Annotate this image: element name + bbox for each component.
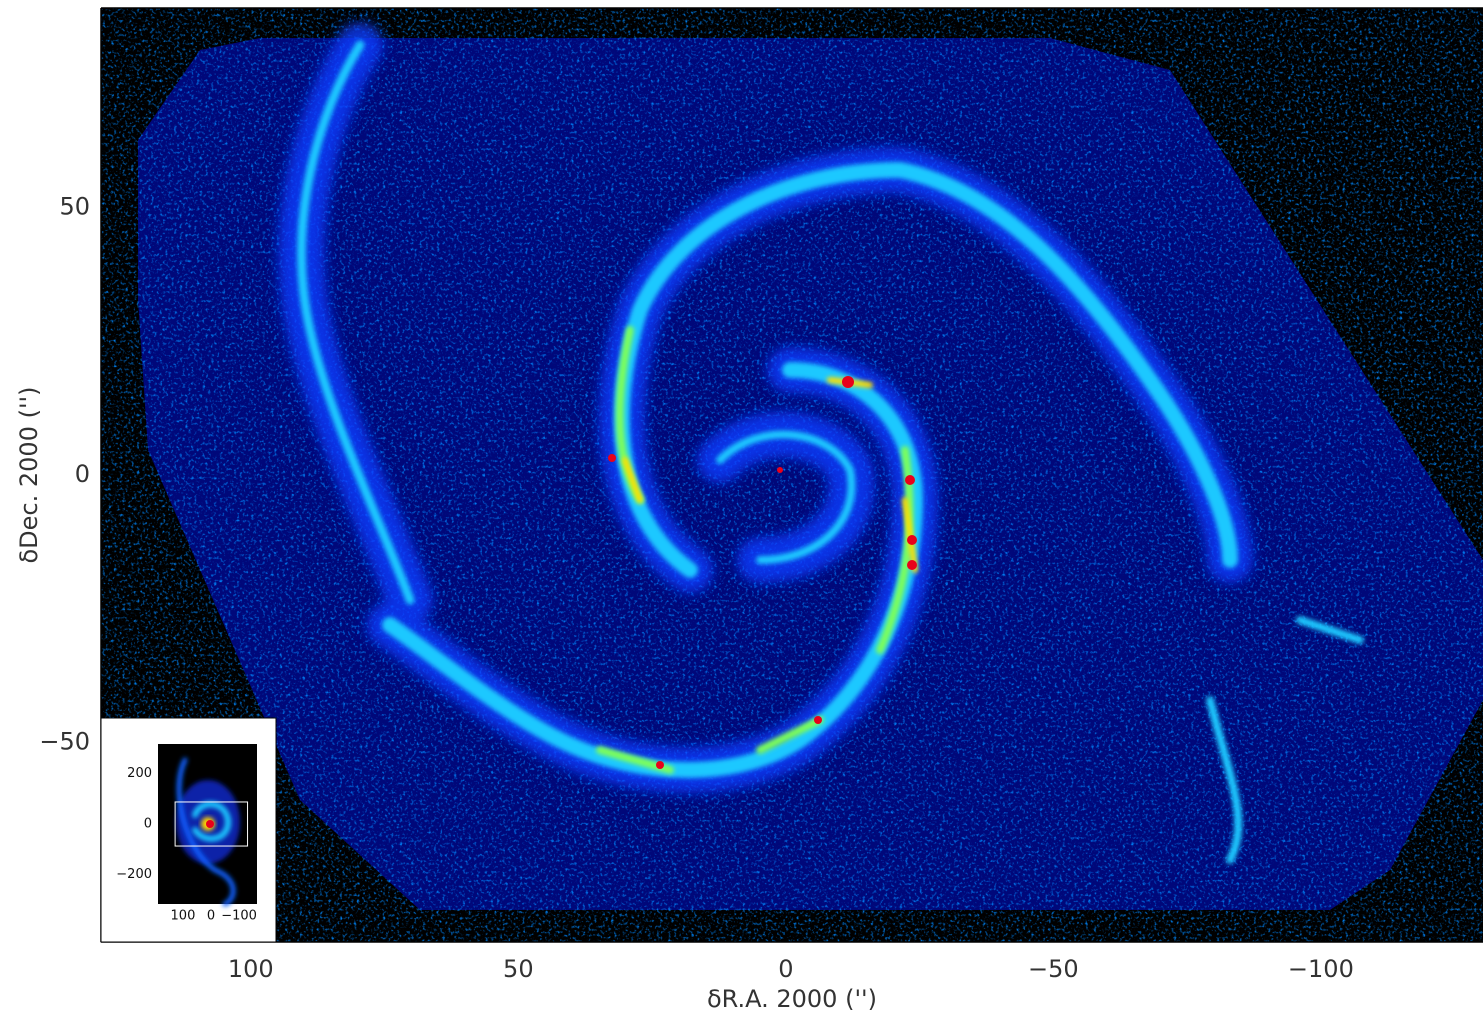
x-tick-label: 0 [778, 955, 793, 983]
inset-x-tick-label: −100 [221, 909, 257, 924]
inset-field-box [174, 801, 249, 847]
inset-galaxy [176, 757, 240, 907]
x-tick-label: −50 [1028, 955, 1079, 983]
y-axis-label: δDec. 2000 ('') [15, 386, 43, 563]
inset-y-tick-label: 200 [127, 766, 152, 781]
inset-x-tick-label: 100 [171, 909, 196, 924]
y-tick-label: −50 [39, 727, 90, 755]
y-tick-label: 0 [75, 460, 90, 488]
x-tick-label: 100 [228, 955, 274, 983]
x-tick-label: −100 [1288, 955, 1354, 983]
inset-x-tick-label: 0 [207, 909, 215, 924]
inset: 100 0 −100 200 0 −200 [100, 717, 277, 943]
x-tick-label: 50 [503, 955, 534, 983]
x-axis-label: δR.A. 2000 ('') [707, 985, 877, 1013]
spiral-arms [278, 22, 1364, 864]
galaxy-image [101, 8, 1483, 942]
inset-y-tick-label: 0 [144, 817, 152, 832]
y-tick-label: 50 [59, 193, 90, 221]
inset-y-tick-label: −200 [116, 867, 152, 882]
inset-ticks: 100 0 −100 200 0 −200 [116, 766, 257, 923]
